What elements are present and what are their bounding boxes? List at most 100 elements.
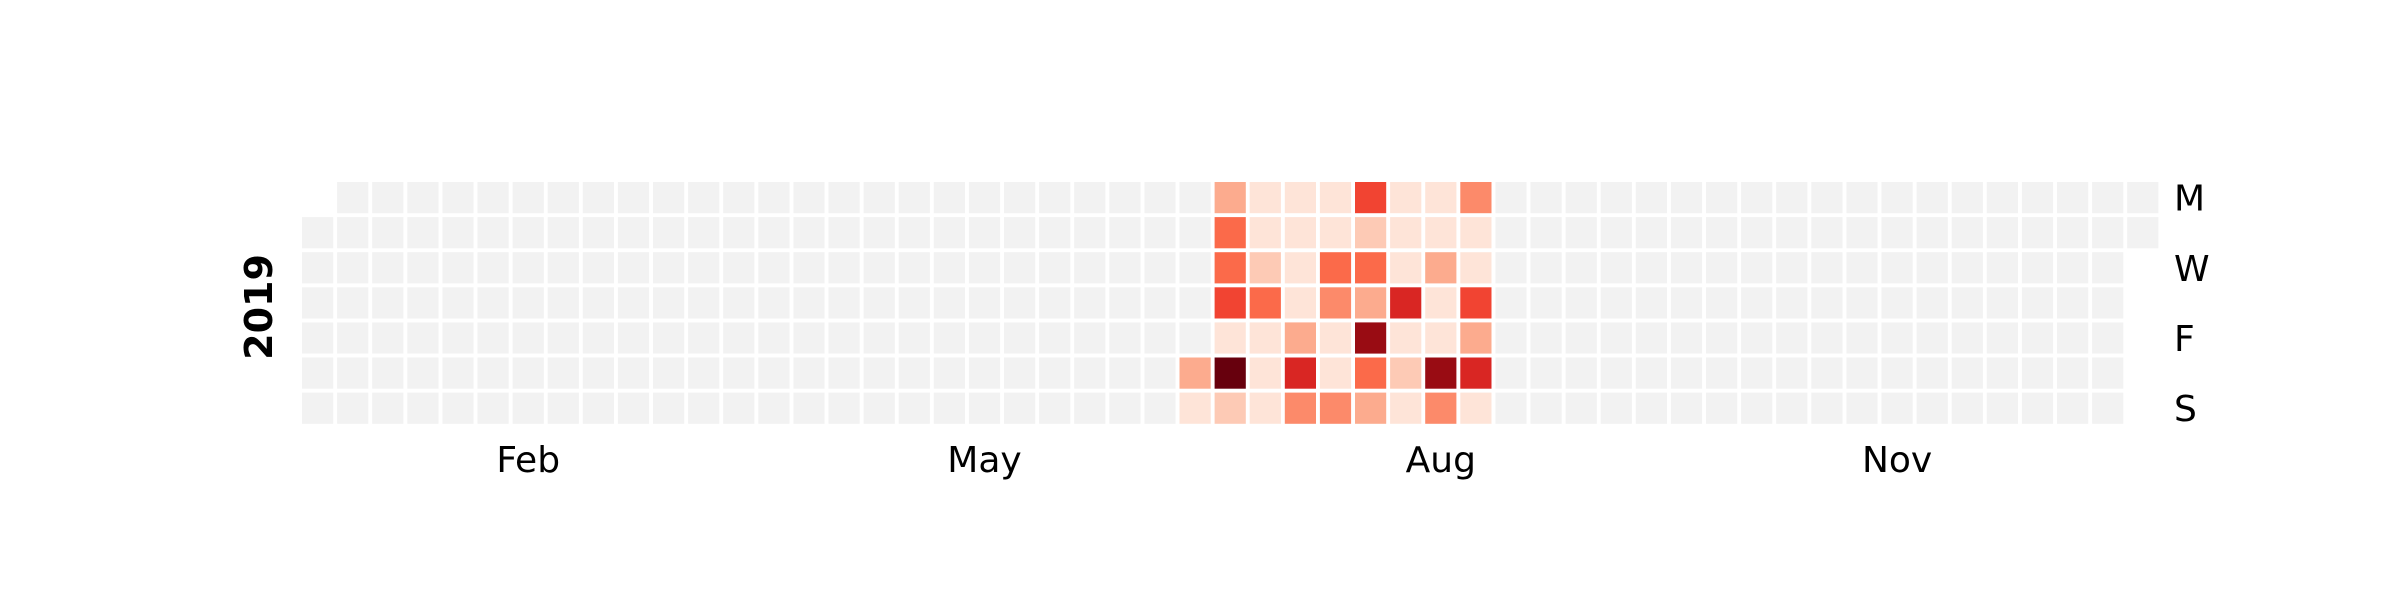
day-cell-2019-12-08	[1986, 392, 2018, 424]
day-cell-2019-07-08	[1249, 182, 1281, 214]
day-cell-2019-07-19	[1284, 322, 1316, 354]
day-cell-2019-08-05	[1390, 182, 1422, 214]
day-cell-2019-02-24	[547, 392, 579, 424]
day-cell-2019-11-17	[1881, 392, 1913, 424]
day-cell-2019-04-10	[793, 252, 825, 284]
day-cell-2019-01-06	[302, 392, 334, 424]
day-cell-2019-11-18	[1916, 182, 1948, 214]
day-cell-2019-02-28	[582, 287, 614, 319]
day-cell-2019-03-12	[653, 217, 685, 249]
day-cell-2019-05-03	[898, 322, 930, 354]
day-cell-2019-04-14	[793, 392, 825, 424]
day-cell-2019-07-30	[1355, 217, 1387, 249]
day-cell-2019-10-30	[1811, 252, 1843, 284]
day-cell-2019-07-11	[1249, 287, 1281, 319]
day-cell-2019-05-26	[1004, 392, 1036, 424]
day-cell-2019-10-15	[1741, 217, 1773, 249]
day-cell-2019-04-05	[758, 322, 790, 354]
day-cell-2019-10-02	[1670, 252, 1703, 284]
day-cell-2019-11-20	[1916, 252, 1948, 284]
day-cell-2019-12-15	[2021, 392, 2054, 424]
day-cell-2019-08-08	[1390, 287, 1422, 319]
day-cell-2019-06-01	[1039, 357, 1071, 389]
day-cell-2019-06-03	[1074, 182, 1106, 214]
day-cell-2019-12-01	[1951, 392, 1983, 424]
day-cell-2019-09-09	[1565, 182, 1597, 214]
day-cell-2019-10-10	[1706, 287, 1738, 319]
day-cell-2019-11-19	[1916, 217, 1948, 249]
day-cell-2019-06-08	[1074, 357, 1106, 389]
day-cell-2019-01-15	[372, 217, 404, 249]
day-cell-2019-02-11	[512, 182, 544, 214]
day-cell-2019-06-06	[1074, 287, 1106, 319]
day-cell-2019-09-22	[1600, 392, 1632, 424]
day-cell-2019-04-04	[758, 287, 790, 319]
day-cell-2019-02-18	[547, 182, 579, 214]
day-cell-2019-03-02	[582, 357, 614, 389]
day-cell-2019-02-09	[477, 357, 509, 389]
day-cell-2019-07-03	[1214, 252, 1246, 284]
day-cell-2019-06-13	[1109, 287, 1141, 319]
day-cells	[302, 182, 2159, 424]
day-cell-2019-09-05	[1530, 287, 1562, 319]
day-cell-2019-09-27	[1635, 322, 1667, 354]
day-cell-2019-01-01	[302, 217, 334, 249]
day-cell-2019-06-16	[1109, 392, 1141, 424]
month-tick-feb: Feb	[496, 440, 560, 481]
day-cell-2019-01-08	[337, 217, 369, 249]
day-cell-2019-09-03	[1530, 217, 1562, 249]
day-cell-2019-05-13	[968, 182, 1001, 214]
day-cell-2019-08-20	[1460, 217, 1492, 249]
day-cell-2019-04-29	[898, 182, 930, 214]
day-cell-2019-09-23	[1635, 182, 1667, 214]
day-cell-2019-09-01	[1495, 392, 1527, 424]
day-cell-2019-01-11	[337, 322, 369, 354]
day-cell-2019-08-11	[1390, 392, 1422, 424]
day-cell-2019-11-07	[1846, 287, 1878, 319]
day-cell-2019-03-25	[723, 182, 755, 214]
day-cell-2019-08-22	[1460, 287, 1492, 319]
day-cell-2019-05-02	[898, 287, 930, 319]
day-cell-2019-06-12	[1109, 252, 1141, 284]
day-cell-2019-11-30	[1951, 357, 1983, 389]
day-cell-2019-05-10	[933, 322, 965, 354]
month-tick-aug: Aug	[1406, 440, 1476, 481]
day-cell-2019-03-09	[617, 357, 650, 389]
month-tick-may: May	[947, 440, 1021, 481]
day-cell-2019-11-12	[1881, 217, 1913, 249]
day-cell-2019-10-27	[1776, 392, 1808, 424]
day-cell-2019-09-15	[1565, 392, 1597, 424]
day-cell-2019-11-16	[1881, 357, 1913, 389]
day-cell-2019-11-13	[1881, 252, 1913, 284]
day-cell-2019-01-30	[442, 252, 474, 284]
weekday-tick-1: W	[2174, 249, 2210, 290]
day-cell-2019-10-24	[1776, 287, 1808, 319]
day-cell-2019-05-23	[1004, 287, 1036, 319]
day-cell-2019-12-11	[2021, 252, 2054, 284]
day-cell-2019-12-27	[2092, 322, 2124, 354]
day-cell-2019-04-03	[758, 252, 790, 284]
day-cell-2019-09-07	[1530, 357, 1562, 389]
day-cell-2019-08-21	[1460, 252, 1492, 284]
day-cell-2019-02-01	[442, 322, 474, 354]
day-cell-2019-05-06	[933, 182, 965, 214]
day-cell-2019-08-18	[1425, 392, 1457, 424]
day-cell-2019-09-17	[1600, 217, 1632, 249]
day-cell-2019-02-10	[477, 392, 509, 424]
day-cell-2019-04-11	[793, 287, 825, 319]
day-cell-2019-02-14	[512, 287, 544, 319]
day-cell-2019-04-21	[828, 392, 860, 424]
day-cell-2019-07-13	[1249, 357, 1281, 389]
day-cell-2019-09-13	[1565, 322, 1597, 354]
day-cell-2019-01-05	[302, 357, 334, 389]
day-cell-2019-10-04	[1670, 322, 1703, 354]
day-cell-2019-09-02	[1530, 182, 1562, 214]
day-cell-2019-03-23	[688, 357, 720, 389]
day-cell-2019-10-11	[1706, 322, 1738, 354]
day-cell-2019-12-16	[2057, 182, 2089, 214]
day-cell-2019-05-21	[1004, 217, 1036, 249]
day-cell-2019-01-31	[442, 287, 474, 319]
day-cell-2019-07-09	[1249, 217, 1281, 249]
